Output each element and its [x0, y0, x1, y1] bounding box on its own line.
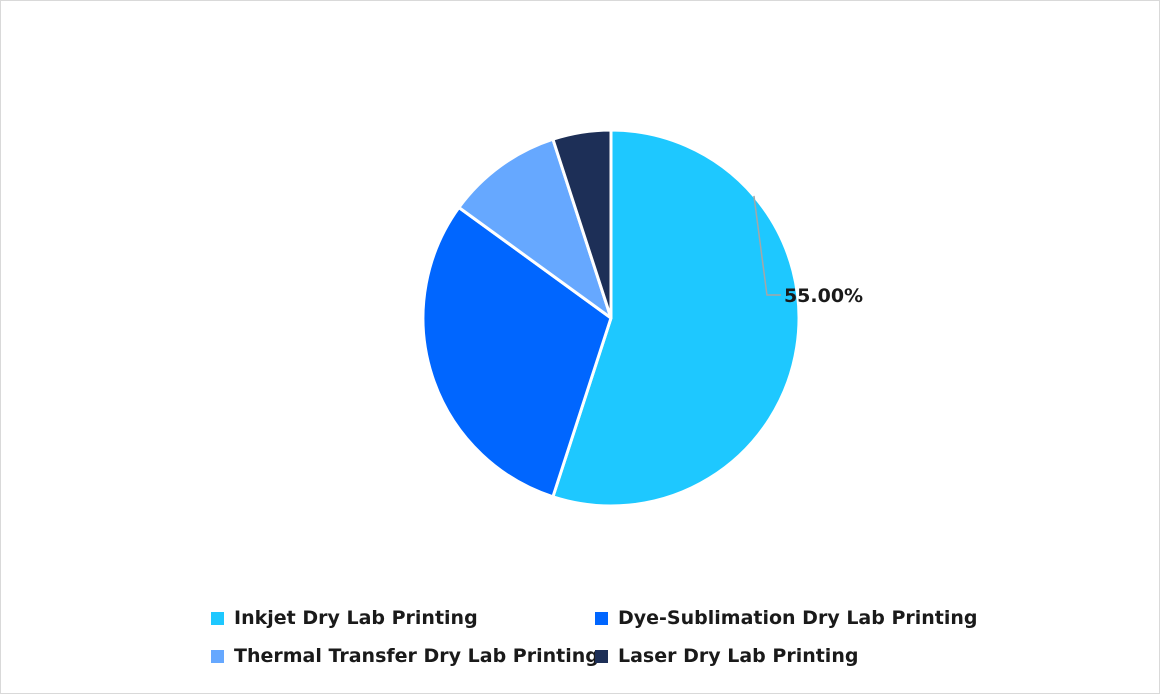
legend-swatch-thermal-transfer: [211, 649, 224, 663]
legend-label-laser: Laser Dry Lab Printing: [618, 645, 859, 667]
legend-item-thermal-transfer: Thermal Transfer Dry Lab Printing: [211, 644, 599, 668]
legend-item-dye-sublimation: Dye-Sublimation Dry Lab Printing: [595, 606, 991, 630]
legend-swatch-inkjet: [211, 611, 224, 625]
legend: Inkjet Dry Lab Printing Dye-Sublimation …: [211, 606, 991, 668]
pie-data-labels: 55.00%: [753, 195, 863, 307]
pie-slice-laser-dry-lab-printing: [551, 128, 613, 320]
legend-swatch-laser: [595, 649, 608, 663]
legend-item-inkjet: Inkjet Dry Lab Printing: [211, 606, 595, 630]
pie-slice-inkjet-dry-lab-printing: [551, 128, 801, 508]
legend-label-dye-sublimation: Dye-Sublimation Dry Lab Printing: [618, 607, 978, 629]
legend-label-inkjet: Inkjet Dry Lab Printing: [234, 607, 478, 629]
pie-slice-dye-sublimation-dry-lab-printing: [421, 205, 613, 499]
data-label-leader-line: [753, 195, 781, 296]
legend-item-laser: Laser Dry Lab Printing: [595, 644, 991, 668]
pie-slice-thermal-transfer-dry-lab-printing: [457, 137, 613, 320]
legend-label-thermal-transfer: Thermal Transfer Dry Lab Printing: [234, 645, 599, 667]
pie-slices: [421, 128, 801, 508]
legend-swatch-dye-sublimation: [595, 611, 608, 625]
data-label-inkjet-dry-lab-printing: 55.00%: [784, 285, 863, 307]
